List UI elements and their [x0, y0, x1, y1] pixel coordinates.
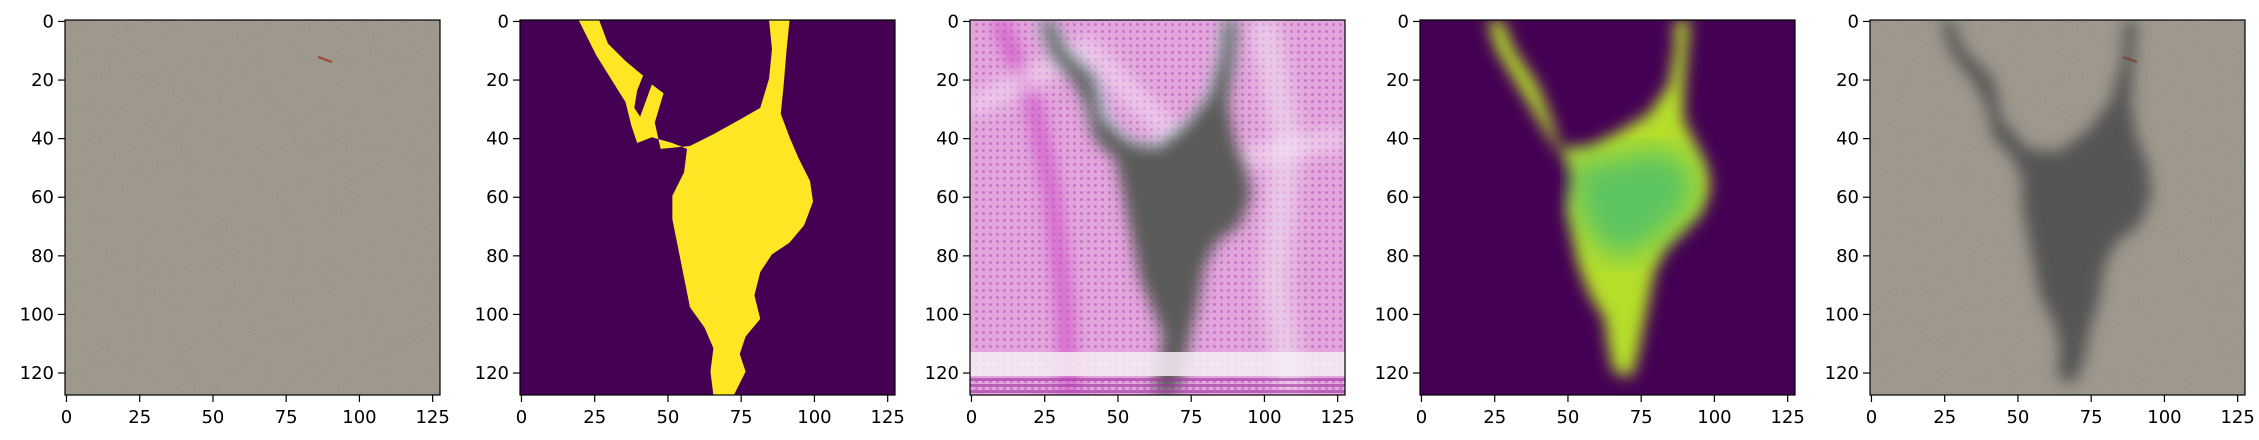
x-tick-label: 75: [730, 407, 753, 428]
panel-concrete: [65, 20, 440, 395]
x-tick-label: 25: [128, 407, 151, 428]
generated-crack: [1040, 20, 1252, 395]
x-tick-label: 50: [201, 407, 224, 428]
y-tick-label: 80: [1836, 246, 1859, 267]
y-tick-label: 0: [498, 11, 509, 32]
y-tick-label: 0: [948, 11, 959, 32]
x-tick-label: 25: [1483, 407, 1506, 428]
x-tick-label: 50: [1106, 407, 1129, 428]
axes-panel-4: 0 25 50 75 100 125 0 20 40 60 80 100 120: [1375, 11, 1805, 428]
soft-crack-core: [1572, 148, 1696, 261]
x-tick-label: 75: [1180, 407, 1203, 428]
y-tick-label: 60: [1386, 187, 1409, 208]
panel-generated: [970, 20, 1345, 395]
x-tick-label: 50: [1556, 407, 1579, 428]
x-tick-label: 25: [1033, 407, 1056, 428]
x-tick-label: 75: [275, 407, 298, 428]
y-tick-label: 80: [31, 246, 54, 267]
y-tick-label: 80: [936, 246, 959, 267]
x-tick-label: 0: [516, 407, 527, 428]
y-tick-label: 100: [1825, 304, 1859, 325]
y-tick-label: 120: [925, 363, 959, 384]
x-tick-label: 125: [1770, 407, 1804, 428]
y-tick-label: 0: [43, 11, 54, 32]
y-tick-label: 40: [31, 129, 54, 150]
composite-crack: [1940, 20, 2152, 384]
y-tick-label: 20: [31, 70, 54, 91]
x-tick-label: 0: [61, 407, 72, 428]
axes-frame: [1869, 19, 2246, 396]
x-tick-label: 125: [415, 407, 449, 428]
x-tick-label: 100: [1247, 407, 1281, 428]
y-tick-label: 100: [475, 304, 509, 325]
y-tick-label: 80: [1386, 246, 1409, 267]
y-tick-label: 20: [1386, 70, 1409, 91]
y-tick-label: 100: [1375, 304, 1409, 325]
x-tick-label: 75: [2080, 407, 2103, 428]
y-tick-label: 40: [486, 129, 509, 150]
y-tick-label: 80: [486, 246, 509, 267]
y-tick-label: 60: [936, 187, 959, 208]
y-tick-label: 120: [475, 363, 509, 384]
y-tick-label: 120: [1375, 363, 1409, 384]
panel-binary-mask: [520, 20, 895, 395]
x-tick-label: 25: [583, 407, 606, 428]
y-tick-label: 20: [486, 70, 509, 91]
x-tick-label: 25: [1933, 407, 1956, 428]
axes-panel-2: 0 25 50 75 100 125 0 20 40 60 80 100 120: [475, 11, 905, 428]
panel-soft-mask: [1420, 20, 1795, 395]
axes-frame: [64, 19, 441, 396]
x-tick-label: 50: [2006, 407, 2029, 428]
x-tick-label: 75: [1630, 407, 1653, 428]
y-tick-label: 40: [1836, 129, 1859, 150]
axes-frame: [1419, 19, 1796, 396]
axes-panel-3: 0 25 50 75 100 125 0 20 40 60 80 100 120: [925, 11, 1355, 428]
x-tick-label: 100: [2147, 407, 2181, 428]
axes-frame: [519, 19, 896, 396]
y-tick-label: 120: [20, 363, 54, 384]
axes-panel-1: 0 25 50 75 100 125 0 20 40 60 80 100 120: [20, 11, 450, 428]
panel-composite: [1870, 20, 2245, 395]
y-tick-label: 60: [486, 187, 509, 208]
concrete-fleck: [317, 55, 333, 64]
y-tick-label: 20: [1836, 70, 1859, 91]
x-tick-label: 50: [656, 407, 679, 428]
axes-panel-5: 0 25 50 75 100 125 0 20 40 60 80 100 120: [1825, 11, 2255, 428]
generated-bottom-band: [970, 352, 1345, 376]
axes-layer: 0 25 50 75 100 125 0 20 40 60 80 100 120 0 25 50 75 100 12…: [20, 11, 2255, 428]
x-tick-label: 0: [1416, 407, 1427, 428]
x-tick-label: 100: [797, 407, 831, 428]
concrete-noise: [65, 20, 440, 395]
x-tick-label: 100: [342, 407, 376, 428]
x-tick-label: 0: [966, 407, 977, 428]
y-tick-label: 0: [1848, 11, 1859, 32]
y-tick-label: 120: [1825, 363, 1859, 384]
y-tick-label: 60: [1836, 187, 1859, 208]
binary-crack: [578, 20, 814, 395]
y-tick-label: 0: [1398, 11, 1409, 32]
x-tick-label: 100: [1697, 407, 1731, 428]
y-tick-label: 20: [936, 70, 959, 91]
y-tick-label: 40: [936, 129, 959, 150]
x-tick-label: 0: [1866, 407, 1877, 428]
y-tick-label: 40: [1386, 129, 1409, 150]
y-tick-label: 100: [925, 304, 959, 325]
y-tick-label: 100: [20, 304, 54, 325]
x-tick-label: 125: [1320, 407, 1354, 428]
y-tick-label: 60: [31, 187, 54, 208]
axes-frame: [969, 19, 1346, 396]
x-tick-label: 125: [2220, 407, 2254, 428]
x-tick-label: 125: [870, 407, 904, 428]
